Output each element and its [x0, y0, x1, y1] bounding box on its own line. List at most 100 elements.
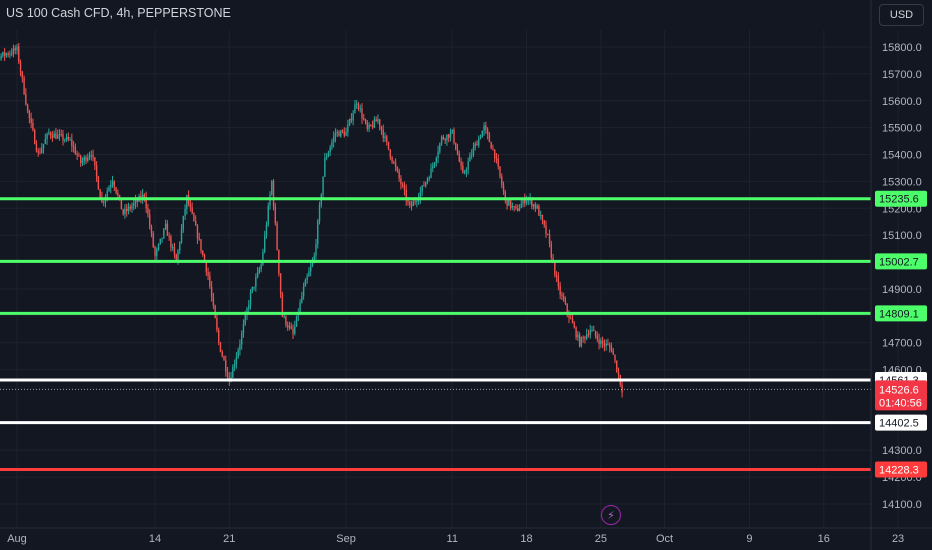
candle-body	[26, 104, 29, 111]
candle-body	[366, 122, 369, 129]
level-label-bg	[875, 305, 927, 322]
candle-body	[432, 165, 434, 169]
candle-body	[5, 53, 8, 56]
y-tick-label: 15800.0	[882, 42, 922, 54]
candle-body	[516, 208, 519, 211]
candle-body	[260, 264, 262, 270]
candle-body	[525, 199, 528, 204]
candle-body	[371, 125, 374, 128]
candle-body	[377, 119, 379, 122]
last-price-label: 14526.6	[879, 384, 919, 396]
candle-body	[125, 208, 128, 212]
candle-body	[56, 134, 59, 139]
candle-body	[548, 234, 551, 244]
candle-body	[483, 125, 485, 132]
candle-body	[573, 323, 576, 328]
lightning-bolt-icon[interactable]: ⚡	[601, 505, 621, 525]
candle-body	[166, 223, 169, 236]
y-tick-label: 15400.0	[882, 150, 922, 162]
candle-body	[117, 192, 119, 196]
candle-body	[33, 129, 36, 144]
x-tick-label: 14	[149, 533, 161, 545]
candle-body	[55, 133, 57, 139]
candle-body	[281, 294, 284, 317]
candle-body	[387, 141, 390, 150]
candle-body	[39, 152, 41, 154]
candle-body	[601, 340, 604, 344]
candle-body	[478, 138, 480, 146]
candle-body	[393, 161, 395, 163]
candle-body	[131, 205, 133, 209]
candle-body	[355, 103, 358, 105]
candle-body	[566, 303, 568, 313]
candle-body	[405, 189, 407, 201]
candle-body	[419, 191, 422, 199]
candle-body	[67, 136, 70, 140]
candle-body	[458, 154, 461, 162]
candle-body	[35, 143, 38, 152]
candle-body	[382, 129, 384, 138]
candle-body	[439, 143, 441, 152]
candle-body	[600, 340, 602, 345]
candle-body	[559, 285, 561, 295]
level-label-bg	[875, 253, 927, 270]
candle-body	[414, 201, 416, 203]
candle-body	[435, 157, 438, 163]
horizontal-levels[interactable]	[0, 197, 871, 472]
candle-body	[97, 176, 100, 190]
symbol-title[interactable]: US 100 Cash CFD, 4h, PEPPERSTONE	[6, 6, 231, 20]
candle-body	[81, 160, 84, 163]
candle-body	[412, 201, 415, 207]
y-tick-label: 15500.0	[882, 123, 922, 135]
candle-body	[608, 344, 611, 347]
candle-body	[444, 138, 446, 141]
candle-body	[373, 119, 376, 128]
candle-body	[92, 155, 94, 158]
candle-body	[186, 195, 188, 209]
candle-body	[233, 363, 236, 367]
candle-body	[256, 271, 259, 278]
x-tick-label: 9	[746, 533, 752, 545]
candle-body	[403, 185, 406, 190]
candle-body	[60, 134, 62, 136]
candle-body	[3, 51, 6, 56]
candle-body	[72, 146, 75, 148]
currency-button[interactable]: USD	[879, 4, 924, 26]
candle-body	[543, 220, 545, 226]
candle-body	[456, 149, 459, 155]
candle-body	[341, 130, 344, 132]
candle-body	[610, 346, 613, 351]
candle-body	[409, 201, 411, 206]
candle-body	[168, 235, 170, 237]
candle-body	[292, 328, 294, 334]
candle-body	[120, 198, 123, 210]
candle-body	[424, 182, 427, 187]
candle-body	[329, 147, 331, 153]
candle-body	[173, 246, 176, 255]
candle-body	[554, 261, 556, 276]
time-axis[interactable]: Aug 14 21 Sep 11 18 25 Oct 9 16 23	[0, 527, 932, 545]
candle-body	[515, 206, 517, 209]
candle-body	[179, 242, 181, 251]
candle-body	[102, 201, 105, 203]
candle-body	[375, 119, 377, 122]
candle-body	[288, 326, 291, 328]
candle-body	[198, 238, 200, 240]
candle-body	[506, 198, 508, 206]
candle-body	[283, 316, 285, 318]
candle-body	[502, 185, 505, 192]
candle-body	[226, 371, 229, 378]
candle-body	[141, 194, 144, 200]
candle-body	[41, 148, 43, 153]
candle-body	[318, 204, 321, 221]
candle-body	[115, 187, 117, 193]
candle-body	[14, 48, 16, 51]
candles	[0, 42, 623, 398]
candle-body	[301, 296, 303, 303]
candle-body	[564, 300, 567, 304]
candle-body	[354, 104, 356, 114]
candle-body	[493, 149, 496, 159]
candle-body	[340, 130, 342, 137]
candle-body	[248, 304, 250, 309]
